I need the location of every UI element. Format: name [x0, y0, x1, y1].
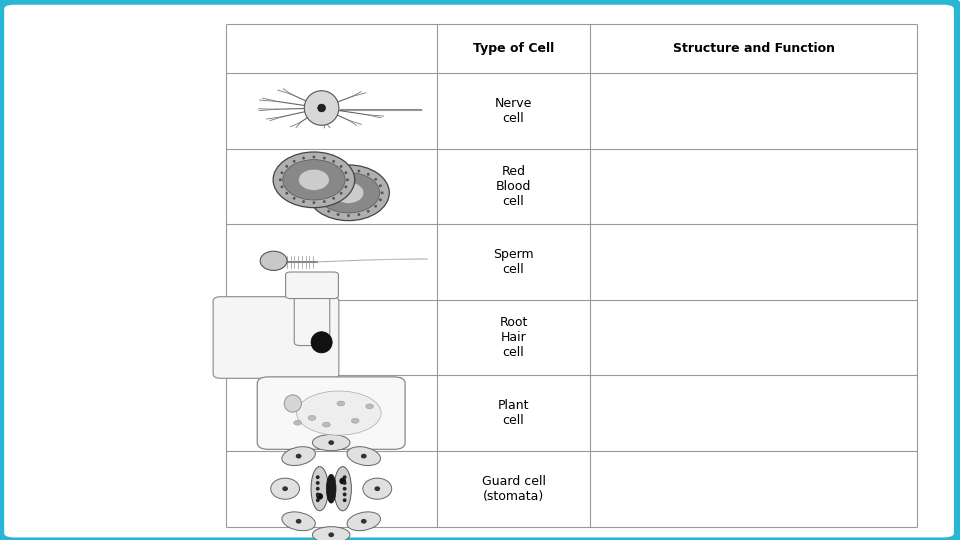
Ellipse shape: [293, 197, 296, 200]
Ellipse shape: [363, 478, 392, 500]
Ellipse shape: [367, 210, 370, 213]
Ellipse shape: [337, 213, 340, 216]
Ellipse shape: [323, 422, 330, 427]
Ellipse shape: [326, 474, 336, 503]
Ellipse shape: [311, 467, 328, 511]
Ellipse shape: [280, 185, 283, 188]
Text: Guard cell
(stomata): Guard cell (stomata): [482, 475, 545, 503]
Text: Nerve
cell: Nerve cell: [495, 97, 532, 125]
Ellipse shape: [313, 191, 316, 194]
Ellipse shape: [297, 391, 381, 435]
Ellipse shape: [332, 160, 335, 163]
Ellipse shape: [316, 492, 320, 496]
Ellipse shape: [320, 205, 323, 208]
Ellipse shape: [282, 487, 288, 491]
Ellipse shape: [315, 198, 318, 201]
Ellipse shape: [320, 178, 323, 181]
Ellipse shape: [367, 173, 370, 176]
Ellipse shape: [339, 478, 346, 484]
Ellipse shape: [334, 467, 351, 511]
Ellipse shape: [285, 165, 288, 168]
Text: Structure and Function: Structure and Function: [673, 42, 834, 55]
Ellipse shape: [380, 191, 384, 194]
Ellipse shape: [333, 182, 364, 204]
Ellipse shape: [316, 493, 323, 500]
Ellipse shape: [374, 178, 377, 181]
Ellipse shape: [315, 184, 318, 187]
Ellipse shape: [328, 532, 334, 537]
Text: Red
Blood
cell: Red Blood cell: [496, 165, 531, 208]
Ellipse shape: [348, 214, 350, 217]
Ellipse shape: [282, 512, 315, 531]
Ellipse shape: [343, 487, 347, 491]
Ellipse shape: [317, 173, 380, 213]
Ellipse shape: [379, 198, 382, 201]
Ellipse shape: [302, 200, 305, 203]
Ellipse shape: [328, 440, 334, 445]
Ellipse shape: [361, 519, 367, 524]
Ellipse shape: [345, 171, 348, 174]
Ellipse shape: [337, 170, 340, 172]
Text: Plant
cell: Plant cell: [498, 399, 529, 427]
Ellipse shape: [343, 481, 347, 485]
Ellipse shape: [280, 171, 283, 174]
Ellipse shape: [374, 487, 380, 491]
Ellipse shape: [312, 435, 350, 451]
Ellipse shape: [379, 184, 382, 187]
Ellipse shape: [285, 192, 288, 195]
Ellipse shape: [316, 498, 320, 502]
Ellipse shape: [318, 104, 325, 112]
Ellipse shape: [357, 170, 360, 172]
FancyBboxPatch shape: [213, 296, 339, 379]
Ellipse shape: [293, 160, 296, 163]
FancyBboxPatch shape: [285, 272, 338, 299]
Ellipse shape: [273, 152, 354, 208]
Ellipse shape: [343, 498, 347, 502]
Ellipse shape: [316, 481, 320, 485]
Ellipse shape: [304, 91, 339, 125]
Ellipse shape: [348, 447, 380, 465]
FancyBboxPatch shape: [257, 377, 405, 449]
Ellipse shape: [271, 478, 300, 500]
Ellipse shape: [323, 157, 325, 159]
Ellipse shape: [351, 418, 359, 423]
Ellipse shape: [284, 395, 301, 412]
Ellipse shape: [323, 200, 325, 203]
Ellipse shape: [340, 192, 343, 195]
Ellipse shape: [340, 165, 343, 168]
Ellipse shape: [357, 213, 360, 216]
Ellipse shape: [294, 420, 301, 425]
Ellipse shape: [348, 168, 350, 171]
Ellipse shape: [308, 415, 316, 420]
Ellipse shape: [282, 447, 315, 465]
FancyBboxPatch shape: [294, 286, 329, 346]
Ellipse shape: [296, 454, 301, 458]
Text: Type of Cell: Type of Cell: [473, 42, 554, 55]
Ellipse shape: [307, 165, 390, 221]
Ellipse shape: [346, 178, 349, 181]
Ellipse shape: [366, 404, 373, 409]
Ellipse shape: [316, 475, 320, 479]
Ellipse shape: [327, 173, 330, 176]
Ellipse shape: [311, 332, 332, 353]
Ellipse shape: [260, 251, 287, 271]
Ellipse shape: [296, 519, 301, 524]
Ellipse shape: [282, 160, 345, 200]
Ellipse shape: [327, 210, 330, 213]
Ellipse shape: [316, 487, 320, 491]
Ellipse shape: [374, 205, 377, 208]
Text: Sperm
cell: Sperm cell: [493, 248, 534, 276]
Ellipse shape: [299, 169, 329, 191]
Ellipse shape: [343, 475, 347, 479]
Ellipse shape: [343, 492, 347, 496]
Ellipse shape: [332, 197, 335, 200]
Ellipse shape: [312, 201, 315, 204]
Text: Root
Hair
cell: Root Hair cell: [499, 316, 528, 359]
Ellipse shape: [337, 401, 345, 406]
Ellipse shape: [312, 156, 315, 158]
Ellipse shape: [348, 512, 380, 531]
Ellipse shape: [345, 185, 348, 188]
Ellipse shape: [302, 157, 305, 159]
Ellipse shape: [312, 526, 350, 540]
